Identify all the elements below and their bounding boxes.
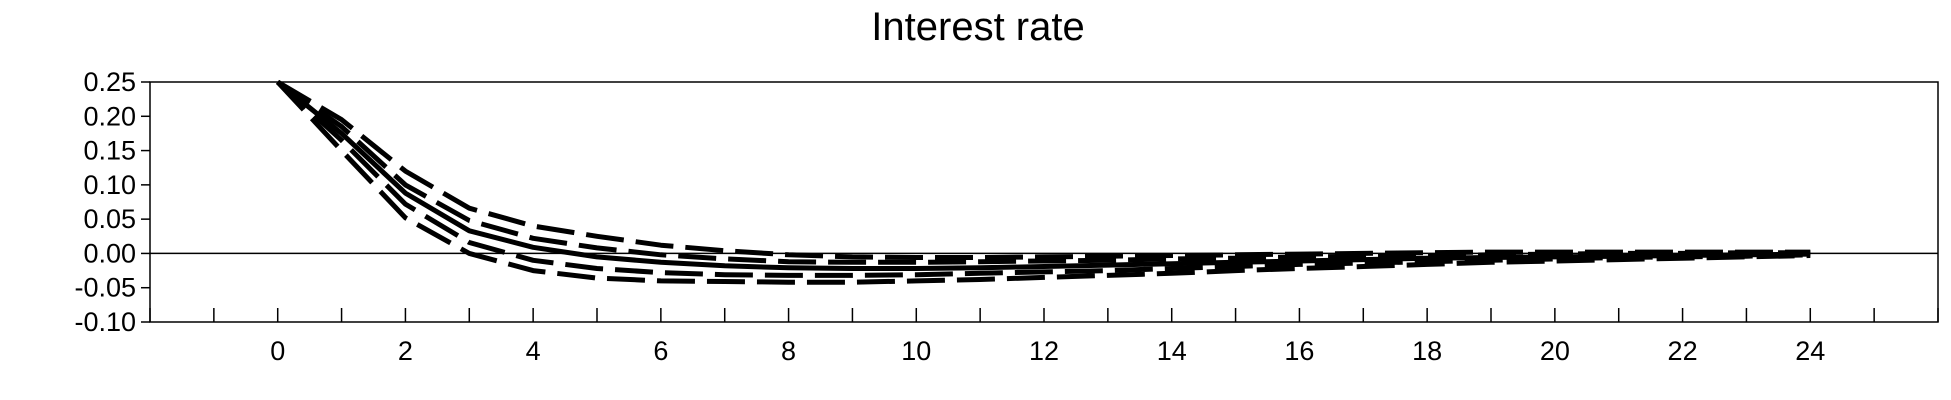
- y-tick-label: 0.05: [83, 204, 136, 234]
- y-tick-label: 0.15: [83, 136, 136, 166]
- y-axis: 0.25 0.20 0.15 0.10 0.05 0.00 -0.05 -0.10: [74, 67, 150, 337]
- x-tick-label: 6: [653, 336, 668, 366]
- x-tick-label: 20: [1540, 336, 1570, 366]
- x-tick-label: 4: [526, 336, 541, 366]
- confidence-band-line: [276, 80, 1811, 278]
- y-tick-label: 0.20: [83, 101, 136, 131]
- x-tick-label: 10: [901, 336, 931, 366]
- x-tick-label: 22: [1668, 336, 1698, 366]
- series-layer: [150, 79, 1938, 285]
- x-tick-label: 24: [1795, 336, 1825, 366]
- y-tick-label: 0.10: [83, 170, 136, 200]
- x-tick-label: 12: [1029, 336, 1059, 366]
- y-tick-label: -0.05: [74, 273, 136, 303]
- y-tick-label: 0.00: [83, 238, 136, 268]
- confidence-band-line: [275, 80, 1811, 285]
- chart-title: Interest rate: [871, 5, 1084, 49]
- response-line: [276, 80, 1811, 271]
- x-tick-label: 14: [1157, 336, 1187, 366]
- x-tick-label: 0: [270, 336, 285, 366]
- x-tick-label: 18: [1412, 336, 1442, 366]
- x-axis: 0 2 4 6 8 10 12 14 16 18 20 22 24: [149, 308, 1939, 366]
- x-tick-label: 2: [398, 336, 413, 366]
- x-tick-label: 8: [781, 336, 796, 366]
- y-tick-label: 0.25: [83, 67, 136, 97]
- confidence-band-line: [276, 79, 1811, 265]
- x-tick-label: 16: [1284, 336, 1314, 366]
- y-tick-label: -0.10: [74, 307, 136, 337]
